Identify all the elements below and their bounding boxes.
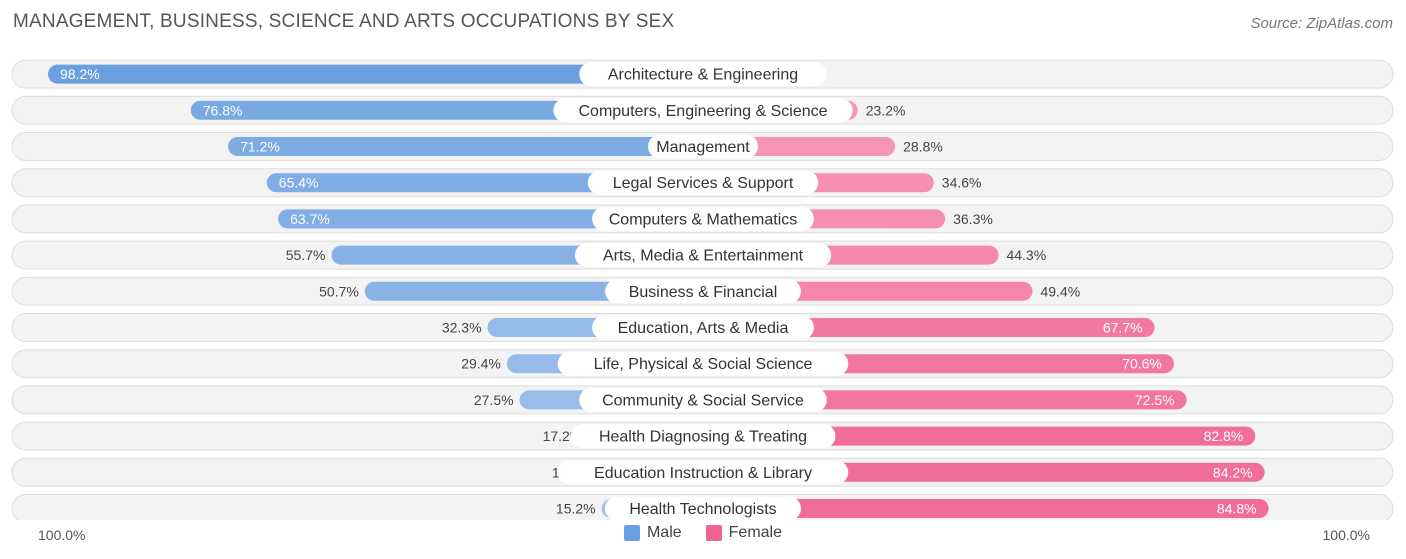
value-label-female: 70.6% <box>1122 356 1162 372</box>
bar-female <box>703 499 1269 518</box>
category-label: Education, Arts & Media <box>618 320 789 337</box>
bar-male <box>48 64 704 84</box>
value-label-male: 63.7% <box>290 211 330 227</box>
value-label-male: 15.2% <box>556 501 596 517</box>
value-label-male: 29.4% <box>461 356 501 372</box>
value-label-male: 50.7% <box>319 283 359 299</box>
bar-male <box>228 137 703 156</box>
bar-female <box>703 426 1256 446</box>
category-label: Legal Services & Support <box>613 175 794 192</box>
chart-title: MANAGEMENT, BUSINESS, SCIENCE AND ARTS O… <box>13 11 675 32</box>
bar-chart: 98.2%1.8%Architecture & Engineering76.8%… <box>11 59 1394 520</box>
category-label-background <box>605 279 801 304</box>
category-label-background <box>587 170 819 195</box>
legend-item-male[interactable]: Male <box>623 524 682 542</box>
category-label: Business & Financial <box>629 284 778 301</box>
category-label-background <box>553 98 853 123</box>
category-label: Community & Social Service <box>602 392 804 409</box>
value-label-female: 84.2% <box>1213 464 1253 480</box>
category-label: Life, Physical & Social Science <box>594 356 813 373</box>
value-label-male: 32.3% <box>442 320 482 336</box>
value-label-female: 44.3% <box>1006 247 1046 263</box>
category-label-background <box>579 62 827 87</box>
bar-female <box>703 318 1155 337</box>
axis-left-label: 100.0% <box>38 527 86 543</box>
value-label-male: 55.7% <box>286 247 326 263</box>
value-label-female: 67.7% <box>1103 320 1143 336</box>
value-label-male: 76.8% <box>203 102 243 118</box>
value-label-female: 82.8% <box>1204 428 1244 444</box>
category-label: Architecture & Engineering <box>608 67 798 84</box>
value-label-female: 49.4% <box>1040 283 1080 299</box>
value-label-female: 34.6% <box>942 175 982 191</box>
legend-item-female[interactable]: Female <box>705 524 783 542</box>
category-label-background <box>557 460 849 485</box>
value-label-female: 28.8% <box>903 139 943 155</box>
source-label: Source: ZipAtlas.com <box>1250 15 1393 32</box>
axis-right-label: 100.0% <box>1322 527 1370 543</box>
category-label-background <box>574 243 832 268</box>
legend: Male Female <box>0 524 1406 542</box>
value-label-female: 72.5% <box>1135 392 1175 408</box>
value-label-male: 65.4% <box>279 175 319 191</box>
category-label-background <box>592 315 814 340</box>
category-label: Computers & Mathematics <box>609 211 798 228</box>
value-label-male: 71.2% <box>240 139 280 155</box>
legend-swatch-female <box>705 525 722 541</box>
category-label: Education Instruction & Library <box>594 465 812 482</box>
category-label: Health Technologists <box>629 501 776 518</box>
category-label-background <box>570 424 836 449</box>
category-label: Health Diagnosing & Treating <box>599 429 807 446</box>
category-label: Computers, Engineering & Science <box>578 103 827 120</box>
value-label-male: 98.2% <box>60 66 100 82</box>
category-label: Management <box>656 139 750 156</box>
legend-swatch-male <box>623 525 640 541</box>
value-label-female: 84.8% <box>1217 501 1257 517</box>
category-label-background <box>605 496 801 520</box>
category-label-background <box>579 387 827 412</box>
category-label-background <box>592 206 814 231</box>
legend-label-female: Female <box>728 524 783 541</box>
category-label: Arts, Media & Entertainment <box>603 248 804 265</box>
value-label-female: 23.2% <box>866 102 906 118</box>
category-label-background <box>557 351 849 376</box>
value-label-female: 36.3% <box>953 211 993 227</box>
value-label-male: 27.5% <box>474 392 514 408</box>
legend-label-male: Male <box>646 524 682 541</box>
category-label-background <box>648 134 758 159</box>
